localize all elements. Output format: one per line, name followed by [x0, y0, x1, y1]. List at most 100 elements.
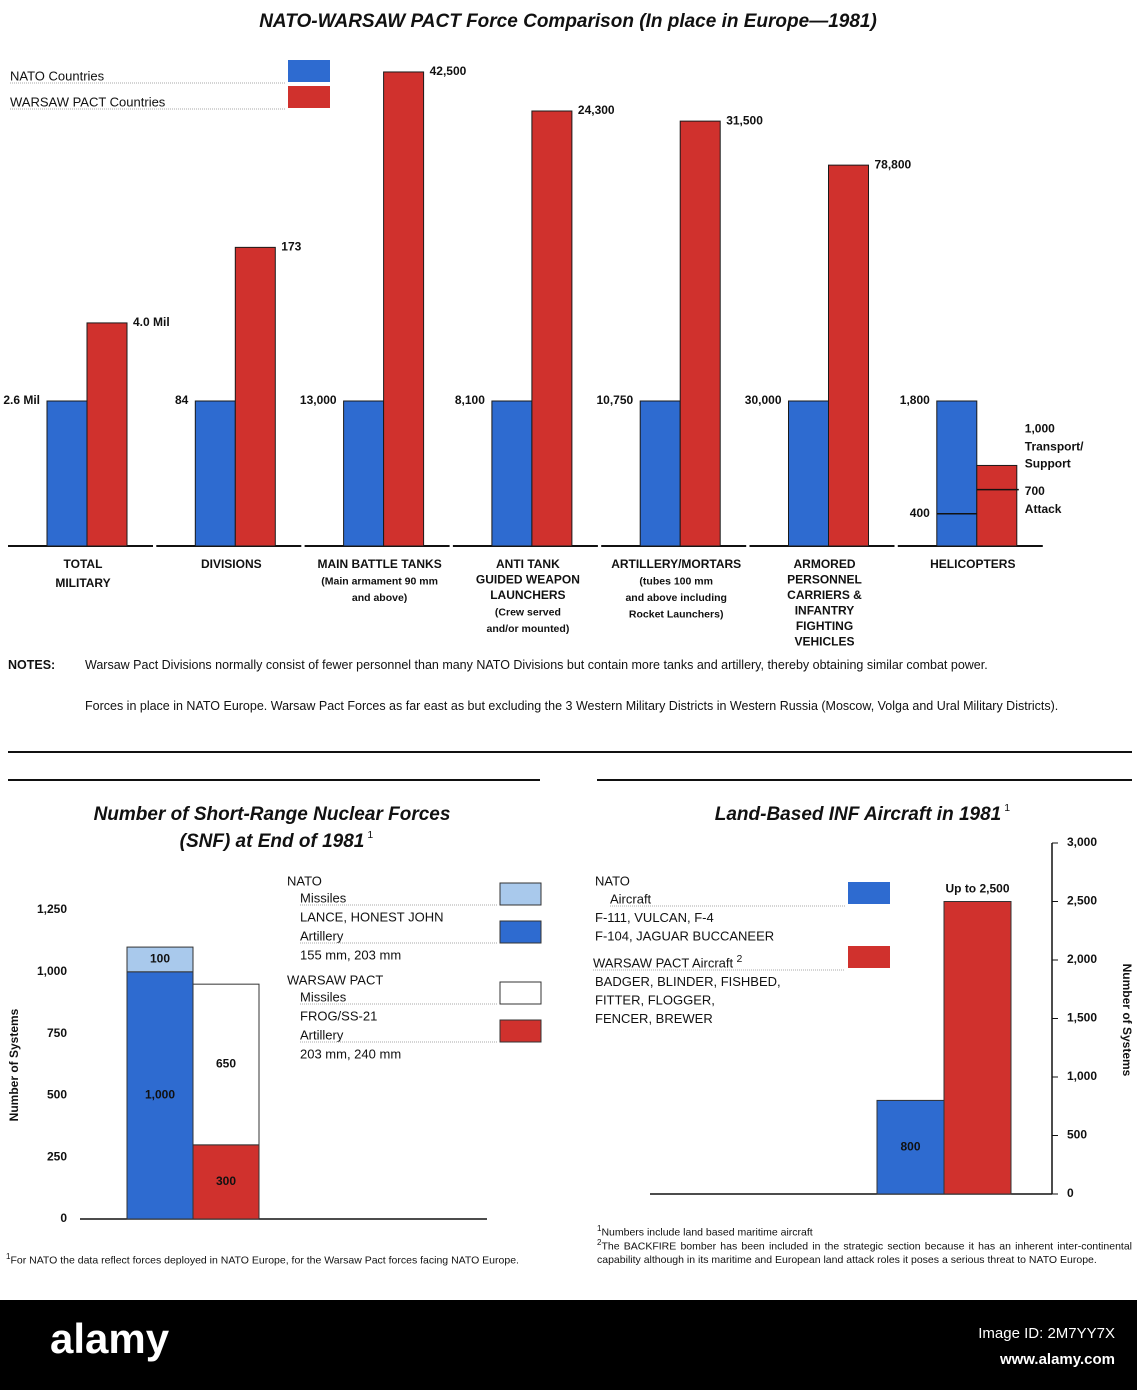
y-tick-label: 1,000 [37, 964, 67, 978]
legend-detail: F-111, VULCAN, F-4 [595, 910, 714, 925]
legend-swatch [848, 882, 890, 904]
footnote: 1For NATO the data reflect forces deploy… [6, 1250, 546, 1268]
value-label: 2.6 Mil [3, 393, 40, 407]
category-label: ARMORED [794, 557, 856, 571]
y-tick-label: 0 [60, 1211, 67, 1225]
legend-detail: 203 mm, 240 mm [300, 1046, 401, 1061]
category-label: PERSONNEL [787, 573, 862, 587]
value-label: 42,500 [430, 64, 467, 78]
value-label: 700 [1025, 484, 1045, 498]
category-note: Rocket Launchers) [629, 608, 724, 620]
value-label: 1,800 [900, 393, 930, 407]
category-note: (tubes 100 mm [639, 575, 713, 587]
legend-group: NATO [287, 873, 322, 888]
bar [194, 400, 236, 547]
bar [531, 110, 573, 547]
note: Warsaw Pact Divisions normally consist o… [85, 658, 988, 672]
category-note: (Main armament 90 mm [321, 575, 438, 587]
category-label: TOTAL [64, 557, 103, 571]
bar [936, 400, 978, 547]
legend-swatch [499, 882, 542, 906]
chart-title: Number of Short-Range Nuclear Forces [94, 804, 451, 825]
value-label: 4.0 Mil [133, 315, 170, 329]
legend-label: Missiles [300, 989, 347, 1004]
legend-group: NATO [595, 873, 630, 888]
footnote-text: The BACKFIRE bomber has been included in… [597, 1240, 1132, 1267]
note: Forces in place in NATO Europe. Warsaw P… [85, 699, 1059, 713]
bar [343, 400, 385, 547]
category-note: and/or mounted) [486, 623, 569, 635]
value-label: 24,300 [578, 103, 615, 117]
y-tick-label: 2,000 [1067, 952, 1097, 966]
watermark-bar [0, 1300, 1137, 1390]
value-label: 8,100 [455, 393, 485, 407]
value-label: 10,750 [596, 393, 633, 407]
legend-swatch [499, 920, 542, 944]
legend-swatch [288, 60, 330, 82]
category-note: (Crew served [495, 606, 561, 618]
legend-label: Artillery [300, 928, 344, 943]
value-label: 1,000 [1025, 422, 1055, 436]
legend-label: WARSAW PACT Countries [10, 94, 166, 109]
value-label: 300 [216, 1174, 236, 1188]
category-note: and above including [625, 592, 727, 604]
category-label: HELICOPTERS [930, 557, 1015, 571]
value-label: 30,000 [745, 393, 782, 407]
superscript: 1 [1004, 802, 1010, 814]
y-axis-title: Number of Systems [7, 1008, 21, 1121]
value-label: 100 [150, 952, 170, 966]
legend-swatch [499, 981, 542, 1005]
legend-detail: F-104, JAGUAR BUCCANEER [595, 928, 774, 943]
value-label: 31,500 [726, 113, 763, 127]
legend-group: WARSAW PACT [287, 972, 383, 987]
y-tick-label: 250 [47, 1149, 67, 1163]
chart-title: Land-Based INF Aircraft in 1981 [715, 804, 1001, 825]
bar-segment [126, 971, 194, 1220]
bar [383, 71, 425, 547]
category-label: ARTILLERY/MORTARS [611, 557, 741, 571]
category-note: and above) [352, 592, 407, 604]
legend-label: Artillery [300, 1027, 344, 1042]
bar-segment [126, 946, 194, 973]
legend-detail: BADGER, BLINDER, FISHBED, [595, 974, 781, 989]
value-label: 800 [900, 1139, 920, 1153]
category-label: INFANTRY [795, 604, 855, 618]
legend-detail: FITTER, FLOGGER, [595, 992, 715, 1007]
superscript: 1 [367, 829, 373, 841]
bar [943, 901, 1012, 1195]
legend-detail: FROG/SS-21 [300, 1008, 377, 1023]
footnote-text: For NATO the data reflect forces deploye… [10, 1254, 519, 1267]
bar [86, 322, 128, 547]
value-label: 13,000 [300, 393, 337, 407]
y-axis-title: Number of Systems [1120, 964, 1134, 1077]
annotation: Support [1025, 457, 1071, 471]
category-label: CARRIERS & [787, 588, 862, 602]
footnote-mark: 2 [597, 1238, 602, 1247]
bar [788, 400, 829, 547]
footnote-mark: 1 [597, 1224, 602, 1233]
y-tick-label: 0 [1067, 1186, 1074, 1200]
category-label: GUIDED WEAPON [476, 573, 580, 587]
bar-segment [192, 1144, 260, 1220]
footnote-text: Numbers include land based maritime airc… [601, 1226, 813, 1239]
y-tick-label: 750 [47, 1026, 67, 1040]
value-label: Up to 2,500 [945, 882, 1009, 896]
value-label: 173 [281, 240, 301, 254]
superscript: 2 [737, 953, 743, 965]
notes-label: NOTES: [8, 658, 56, 672]
value-label: 1,000 [145, 1088, 175, 1102]
footnote: 2The BACKFIRE bomber has been included i… [597, 1236, 1132, 1268]
watermark-id: Image ID: 2M7YY7X [978, 1325, 1115, 1342]
y-tick-label: 500 [1067, 1128, 1087, 1142]
legend-label: Missiles [300, 890, 347, 905]
bar [46, 400, 88, 547]
category-label: MILITARY [55, 576, 110, 590]
legend-detail: 155 mm, 203 mm [300, 947, 401, 962]
category-label: FIGHTING [796, 619, 853, 633]
bar [828, 164, 869, 547]
y-tick-label: 2,500 [1067, 894, 1097, 908]
bar [491, 400, 533, 547]
y-tick-label: 3,000 [1067, 835, 1097, 849]
